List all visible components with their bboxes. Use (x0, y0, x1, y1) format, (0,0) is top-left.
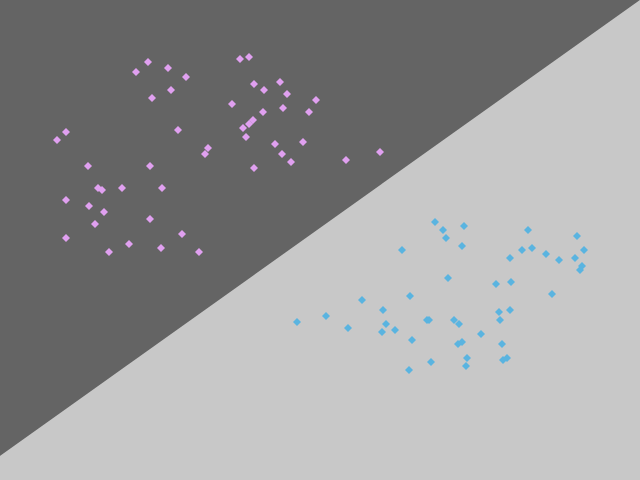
data-point (442, 234, 450, 242)
data-point (228, 100, 236, 108)
data-point (100, 208, 108, 216)
data-point (182, 73, 190, 81)
data-point (201, 150, 209, 158)
series-2 (293, 218, 588, 374)
data-point (148, 94, 156, 102)
data-point (444, 274, 452, 282)
data-point (250, 164, 258, 172)
data-point (204, 144, 212, 152)
data-point (62, 128, 70, 136)
data-point (379, 306, 387, 314)
data-point (259, 108, 267, 116)
data-point (498, 340, 506, 348)
data-point (571, 254, 579, 262)
data-point (439, 226, 447, 234)
data-point (271, 140, 279, 148)
data-point (236, 55, 244, 63)
data-point (62, 234, 70, 242)
data-point (105, 248, 113, 256)
data-point (305, 108, 313, 116)
data-point (573, 232, 581, 240)
data-point (576, 266, 584, 274)
data-point (382, 320, 390, 328)
series-1 (53, 53, 384, 256)
data-point (462, 362, 470, 370)
data-point (242, 133, 250, 141)
data-point (299, 138, 307, 146)
data-point (279, 104, 287, 112)
data-point (146, 215, 154, 223)
data-point (293, 318, 301, 326)
data-point (144, 58, 152, 66)
data-point (427, 358, 435, 366)
data-point (455, 320, 463, 328)
data-point (506, 306, 514, 314)
data-point (463, 354, 471, 362)
data-point (460, 222, 468, 230)
data-point (287, 158, 295, 166)
data-point (125, 240, 133, 248)
data-point (496, 316, 504, 324)
data-point (342, 156, 350, 164)
data-point (542, 250, 550, 258)
data-point (91, 220, 99, 228)
data-point (276, 78, 284, 86)
data-point (85, 202, 93, 210)
data-point (178, 230, 186, 238)
data-point (450, 316, 458, 324)
data-point (506, 254, 514, 262)
data-point (391, 326, 399, 334)
data-point (344, 324, 352, 332)
data-point (358, 296, 366, 304)
data-point (250, 80, 258, 88)
data-point (548, 290, 556, 298)
data-point (398, 246, 406, 254)
data-point (239, 124, 247, 132)
data-point (376, 148, 384, 156)
data-point (507, 278, 515, 286)
data-point (158, 184, 166, 192)
data-point (405, 366, 413, 374)
data-point (322, 312, 330, 320)
data-point (458, 338, 466, 346)
data-point (495, 308, 503, 316)
data-point (555, 256, 563, 264)
data-point (518, 246, 526, 254)
data-point (278, 150, 286, 158)
data-point (98, 186, 106, 194)
data-point (260, 86, 268, 94)
data-point (118, 184, 126, 192)
data-point (458, 242, 466, 250)
data-point (408, 336, 416, 344)
data-point (312, 96, 320, 104)
data-point (283, 90, 291, 98)
data-point (146, 162, 154, 170)
data-point (431, 218, 439, 226)
data-point (157, 244, 165, 252)
data-point (580, 246, 588, 254)
data-point (167, 86, 175, 94)
data-points (53, 53, 588, 374)
data-point (528, 244, 536, 252)
data-point (406, 292, 414, 300)
data-point (132, 68, 140, 76)
data-point (503, 354, 511, 362)
data-point (245, 120, 253, 128)
data-point (174, 126, 182, 134)
data-point (62, 196, 70, 204)
data-point (195, 248, 203, 256)
data-point (164, 64, 172, 72)
data-point (245, 53, 253, 61)
data-point (84, 162, 92, 170)
data-point (524, 226, 532, 234)
data-point (53, 136, 61, 144)
data-point (425, 316, 433, 324)
data-point (477, 330, 485, 338)
data-point (378, 328, 386, 336)
data-point (492, 280, 500, 288)
